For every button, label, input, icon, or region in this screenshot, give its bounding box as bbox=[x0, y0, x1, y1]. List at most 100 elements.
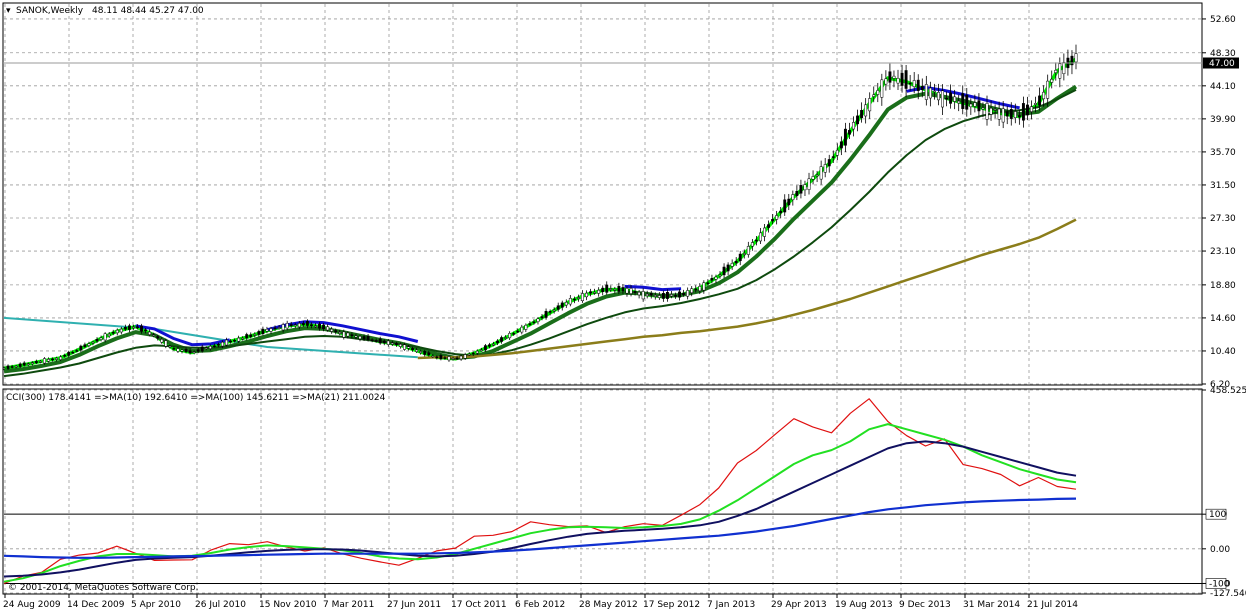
candle-body bbox=[168, 345, 172, 348]
candle-body bbox=[544, 310, 548, 318]
candle-body bbox=[937, 92, 940, 101]
candle-body bbox=[593, 292, 597, 294]
candle-body bbox=[269, 328, 273, 332]
candle-body bbox=[216, 344, 220, 346]
candle-body bbox=[148, 331, 152, 335]
candle-body bbox=[451, 358, 455, 360]
time-axis: 24 Aug 2009 14 Dec 2009 5 Apr 2010 26 Jul 2… bbox=[3, 594, 1078, 610]
candle-body bbox=[746, 246, 750, 255]
time-tick-label: 7 Mar 2011 bbox=[323, 600, 374, 610]
candle-body bbox=[131, 326, 135, 329]
candle-body bbox=[908, 82, 912, 85]
candle-body bbox=[38, 361, 42, 363]
candle-body bbox=[156, 336, 160, 339]
time-tick-label: 27 Jun 2011 bbox=[387, 600, 441, 610]
candle-body bbox=[423, 351, 427, 355]
indicator-series-group bbox=[3, 398, 1077, 585]
time-tick-label: 29 Apr 2013 bbox=[771, 600, 827, 610]
candle-body bbox=[475, 350, 479, 354]
candle-body bbox=[670, 294, 673, 297]
candle-body bbox=[443, 357, 447, 359]
candle-body bbox=[403, 344, 406, 350]
candle-body bbox=[334, 330, 338, 333]
indicator-tick-label: -127.540 bbox=[1210, 589, 1246, 599]
candle-body bbox=[581, 293, 584, 301]
price-tick-label: 14.60 bbox=[1210, 314, 1236, 324]
candle-body bbox=[18, 363, 22, 367]
time-tick-label: 6 Feb 2012 bbox=[515, 600, 565, 610]
candle-body bbox=[924, 84, 928, 100]
candle-body bbox=[512, 333, 516, 335]
candle-body bbox=[734, 260, 738, 264]
candle-body bbox=[144, 329, 148, 332]
candle-body bbox=[326, 326, 330, 331]
candle-body bbox=[896, 77, 900, 84]
candle-body bbox=[91, 341, 95, 344]
candle-body bbox=[706, 282, 710, 285]
indicator-axis: 458.52541000.00-100-127.540100-100 bbox=[1202, 386, 1246, 599]
candle-body bbox=[759, 232, 762, 242]
candle-body bbox=[605, 284, 609, 293]
candle-body bbox=[500, 337, 504, 342]
price-axis: 52.60 48.30 44.10 39.90 35.70 31.50 27.30 23.10… bbox=[1202, 15, 1236, 390]
candle-body bbox=[479, 349, 483, 352]
candle-body bbox=[831, 156, 835, 158]
candle-body bbox=[378, 338, 382, 344]
candle-body bbox=[1017, 115, 1021, 118]
candle-body bbox=[912, 80, 916, 88]
candle-body bbox=[884, 78, 888, 85]
candle-body bbox=[59, 356, 63, 360]
time-tick-label: 9 Dec 2013 bbox=[899, 600, 951, 610]
time-tick-label: 14 Dec 2009 bbox=[67, 600, 125, 610]
candle-body bbox=[370, 339, 374, 341]
candle-body bbox=[245, 334, 249, 339]
candle-body bbox=[293, 324, 297, 326]
candle-body bbox=[427, 352, 431, 356]
candle-body bbox=[1005, 111, 1009, 117]
candle-body bbox=[888, 71, 892, 83]
candle-body bbox=[407, 346, 410, 349]
candle-body bbox=[71, 352, 75, 354]
candle-body bbox=[305, 321, 309, 326]
candle-body bbox=[852, 122, 855, 130]
candle-body bbox=[1074, 53, 1078, 63]
time-tick-label: 28 May 2012 bbox=[579, 600, 638, 610]
candle-body bbox=[233, 339, 237, 342]
candle-body bbox=[487, 344, 491, 347]
candle-body bbox=[993, 109, 997, 111]
price-tick-label: 31.50 bbox=[1210, 181, 1236, 191]
candle-body bbox=[1070, 55, 1074, 66]
candle-body bbox=[953, 96, 957, 102]
candle-body bbox=[277, 327, 281, 329]
candle-body bbox=[103, 333, 107, 341]
candle-body bbox=[904, 70, 908, 89]
chart-menu-arrow-icon[interactable]: ▾ bbox=[6, 6, 11, 16]
candle-body bbox=[123, 327, 127, 330]
candle-body bbox=[722, 266, 726, 276]
cci-level-label: 100 bbox=[1209, 510, 1226, 520]
candle-body bbox=[483, 345, 487, 350]
ohlc-values: 48.11 48.44 45.27 47.00 bbox=[92, 6, 204, 16]
candles-group bbox=[2, 44, 1078, 370]
candle-body bbox=[172, 348, 176, 350]
candle-body bbox=[289, 324, 293, 327]
candle-body bbox=[949, 92, 953, 104]
trend-band-line bbox=[135, 324, 231, 347]
candle-body bbox=[843, 128, 847, 146]
candle-body bbox=[229, 340, 232, 343]
candle-body bbox=[338, 331, 342, 334]
candle-body bbox=[26, 363, 30, 365]
price-tick-label: 18.80 bbox=[1210, 281, 1236, 291]
candle-body bbox=[880, 79, 884, 98]
candle-body bbox=[819, 166, 823, 180]
candle-body bbox=[532, 321, 536, 324]
price-pane-frame bbox=[2, 2, 1203, 386]
candle-body bbox=[985, 103, 989, 120]
candle-body bbox=[374, 340, 378, 342]
candle-body bbox=[366, 336, 370, 340]
candle-body bbox=[47, 358, 50, 362]
candle-body bbox=[641, 291, 645, 300]
candle-body bbox=[1030, 106, 1033, 112]
candle-body bbox=[536, 318, 540, 322]
